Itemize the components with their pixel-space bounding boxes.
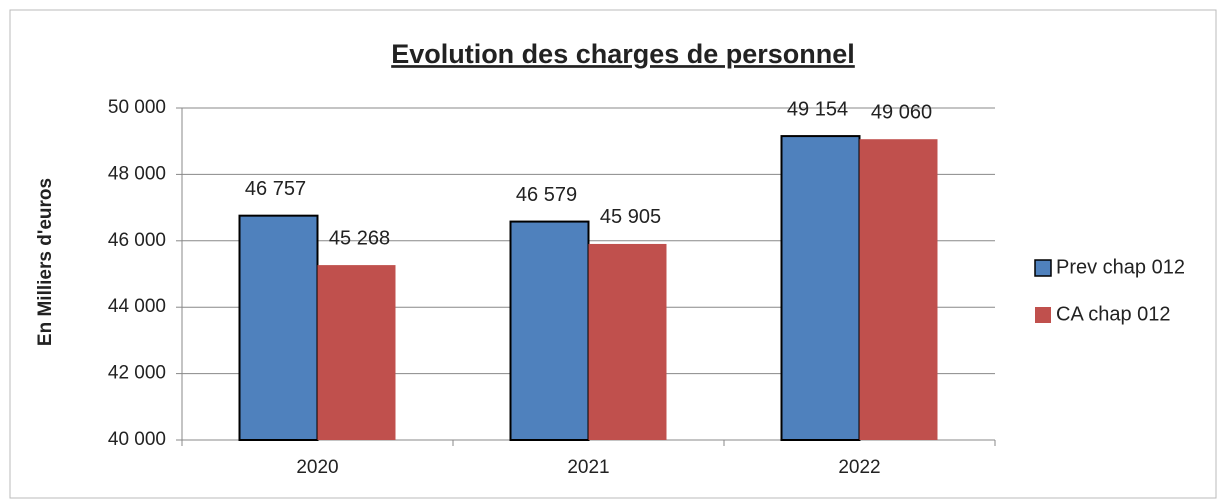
- bar: [509, 220, 590, 441]
- value-label: 45 268: [329, 227, 390, 249]
- y-tick-label: 44 000: [108, 296, 166, 317]
- value-label: 46 579: [516, 184, 577, 206]
- y-tick-label: 40 000: [108, 429, 166, 450]
- chart-title: Evolution des charges de personnel: [391, 39, 855, 69]
- legend-label: CA chap 012: [1056, 303, 1171, 325]
- y-axis-label: En Milliers d'euros: [35, 178, 56, 346]
- legend-label: Prev chap 012: [1056, 256, 1185, 278]
- value-label: 45 905: [600, 206, 661, 228]
- value-label: 46 757: [245, 178, 306, 200]
- y-tick-label: 50 000: [108, 97, 166, 118]
- bar: [238, 214, 319, 441]
- legend-swatch: [1035, 307, 1051, 323]
- bar: [588, 243, 667, 440]
- value-label: 49 154: [787, 98, 848, 120]
- x-tick-label: 2020: [296, 457, 338, 478]
- y-tick-label: 48 000: [108, 163, 166, 184]
- bar: [317, 265, 396, 440]
- bar: [780, 135, 861, 442]
- legend-swatch: [1034, 259, 1052, 277]
- x-tick-label: 2021: [567, 457, 609, 478]
- value-label: 49 060: [871, 101, 932, 123]
- y-tick-label: 42 000: [108, 363, 166, 384]
- bar: [859, 139, 938, 440]
- y-tick-label: 46 000: [108, 230, 166, 251]
- x-tick-label: 2022: [838, 457, 880, 478]
